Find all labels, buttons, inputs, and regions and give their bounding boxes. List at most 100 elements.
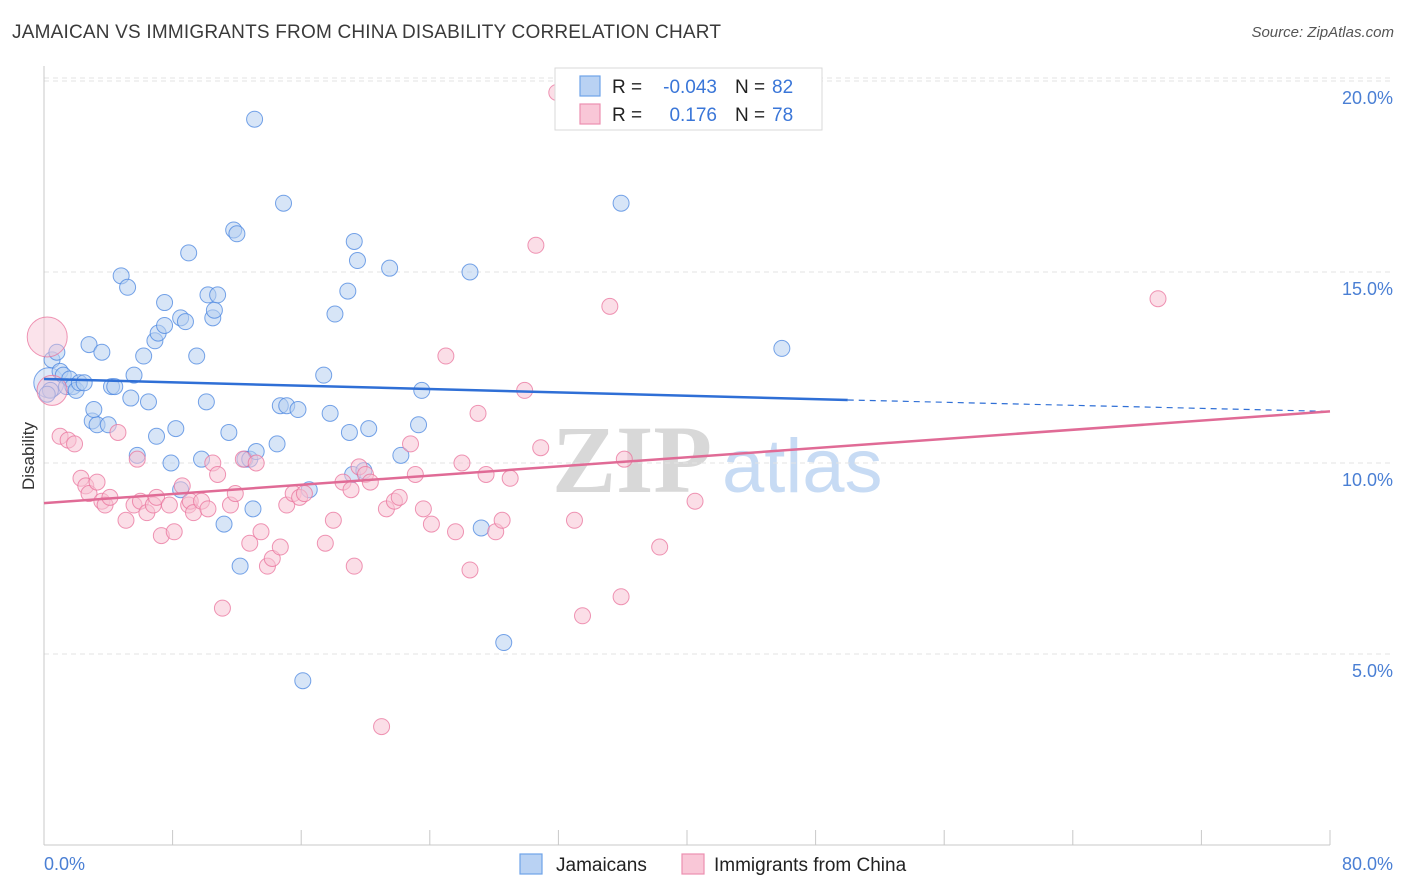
bottom-legend-label: Jamaicans bbox=[556, 855, 647, 876]
data-point-jamaicans bbox=[339, 282, 357, 300]
data-point-china bbox=[160, 496, 178, 514]
data-point-china bbox=[247, 454, 265, 472]
data-point-china bbox=[324, 511, 342, 529]
data-point-china bbox=[615, 450, 633, 468]
legend: R = -0.043 N = 82 R = 0.176 N = 78 bbox=[554, 67, 823, 131]
data-point-jamaicans bbox=[122, 389, 140, 407]
data-point-jamaicans bbox=[38, 385, 56, 403]
data-point-jamaicans bbox=[188, 347, 206, 365]
data-point-china bbox=[574, 607, 592, 625]
data-point-china bbox=[252, 523, 270, 541]
data-point-china bbox=[241, 534, 259, 552]
data-point-jamaicans bbox=[410, 416, 428, 434]
data-point-jamaicans bbox=[381, 259, 399, 277]
data-point-jamaicans bbox=[148, 427, 166, 445]
data-point-jamaicans bbox=[495, 634, 513, 652]
data-point-jamaicans bbox=[167, 420, 185, 438]
data-point-jamaicans bbox=[80, 336, 98, 354]
data-point-jamaicans bbox=[220, 423, 238, 441]
data-point-jamaicans bbox=[176, 313, 194, 331]
series-jamaicans bbox=[33, 110, 791, 690]
y-tick-label: 10.0% bbox=[1342, 470, 1393, 490]
data-point-jamaicans bbox=[162, 454, 180, 472]
legend-swatch-jamaicans bbox=[579, 75, 601, 97]
legend-n-value: 78 bbox=[772, 105, 793, 126]
legend-r-value: 0.176 bbox=[669, 105, 717, 126]
data-point-china bbox=[437, 347, 455, 365]
data-point-china bbox=[406, 465, 424, 483]
trend-line-china bbox=[43, 410, 1331, 505]
data-point-jamaicans bbox=[413, 381, 431, 399]
data-point-china bbox=[612, 588, 630, 606]
data-point-jamaicans bbox=[472, 519, 490, 537]
data-point-jamaicans bbox=[244, 500, 262, 518]
data-point-jamaicans bbox=[345, 232, 363, 250]
source-label: Source: ZipAtlas.com bbox=[1251, 24, 1394, 41]
data-point-china bbox=[361, 473, 379, 491]
series-immigrants-from-china bbox=[26, 83, 1167, 736]
trend-lines bbox=[43, 377, 1331, 505]
data-point-china bbox=[148, 488, 166, 506]
legend-r-label: R = bbox=[612, 77, 642, 98]
data-point-china bbox=[469, 404, 487, 422]
data-point-jamaicans bbox=[275, 194, 293, 212]
data-point-jamaicans bbox=[180, 244, 198, 262]
y-tick-label: 20.0% bbox=[1342, 88, 1393, 108]
trend-line-jamaicans-extrapolated bbox=[847, 399, 1331, 413]
data-point-jamaicans bbox=[348, 252, 366, 270]
data-point-jamaicans bbox=[612, 194, 630, 212]
data-point-jamaicans bbox=[289, 401, 307, 419]
data-point-china bbox=[173, 477, 191, 495]
data-point-china bbox=[1149, 290, 1167, 308]
chart-title: JAMAICAN VS IMMIGRANTS FROM CHINA DISABI… bbox=[12, 22, 722, 43]
data-point-jamaicans bbox=[360, 420, 378, 438]
data-point-jamaicans bbox=[85, 401, 103, 419]
data-point-jamaicans bbox=[197, 393, 215, 411]
data-point-china bbox=[651, 538, 669, 556]
y-axis-label: Disability bbox=[19, 421, 38, 490]
data-point-china bbox=[477, 465, 495, 483]
data-point-china bbox=[109, 423, 127, 441]
data-point-china bbox=[686, 492, 704, 510]
data-point-china bbox=[271, 538, 289, 556]
legend-r-value: -0.043 bbox=[663, 77, 717, 98]
data-point-jamaicans bbox=[93, 343, 111, 361]
legend-r-label: R = bbox=[612, 105, 642, 126]
x-tick-label: 0.0% bbox=[44, 854, 85, 874]
data-point-china bbox=[165, 523, 183, 541]
data-point-jamaicans bbox=[246, 110, 264, 128]
data-point-china bbox=[26, 316, 68, 358]
y-tick-label: 5.0% bbox=[1352, 661, 1393, 681]
bottom-legend: Jamaicans Immigrants from China bbox=[519, 853, 907, 876]
data-point-jamaicans bbox=[156, 294, 174, 312]
data-point-jamaicans bbox=[215, 515, 233, 533]
data-point-china bbox=[493, 511, 511, 529]
data-point-jamaicans bbox=[119, 278, 137, 296]
y-tick-label: 15.0% bbox=[1342, 279, 1393, 299]
data-point-china bbox=[209, 465, 227, 483]
data-point-jamaicans bbox=[231, 557, 249, 575]
data-point-jamaicans bbox=[75, 374, 93, 392]
data-point-jamaicans bbox=[340, 423, 358, 441]
data-point-china bbox=[128, 450, 146, 468]
data-point-jamaicans bbox=[228, 225, 246, 243]
data-point-china bbox=[402, 435, 420, 453]
data-point-jamaicans bbox=[294, 672, 312, 690]
data-point-china bbox=[390, 488, 408, 506]
watermark-atlas: atlas bbox=[722, 424, 883, 509]
data-point-china bbox=[601, 297, 619, 315]
data-point-china bbox=[36, 374, 68, 406]
data-point-china bbox=[66, 435, 84, 453]
legend-n-value: 82 bbox=[772, 77, 793, 98]
data-point-china bbox=[461, 561, 479, 579]
data-point-jamaicans bbox=[326, 305, 344, 323]
data-point-jamaicans bbox=[205, 301, 223, 319]
data-point-china bbox=[295, 485, 313, 503]
data-point-china bbox=[501, 469, 519, 487]
data-point-china bbox=[453, 454, 471, 472]
data-point-jamaicans bbox=[268, 435, 286, 453]
data-point-jamaicans bbox=[156, 316, 174, 334]
data-point-china bbox=[88, 473, 106, 491]
data-point-china bbox=[345, 557, 363, 575]
